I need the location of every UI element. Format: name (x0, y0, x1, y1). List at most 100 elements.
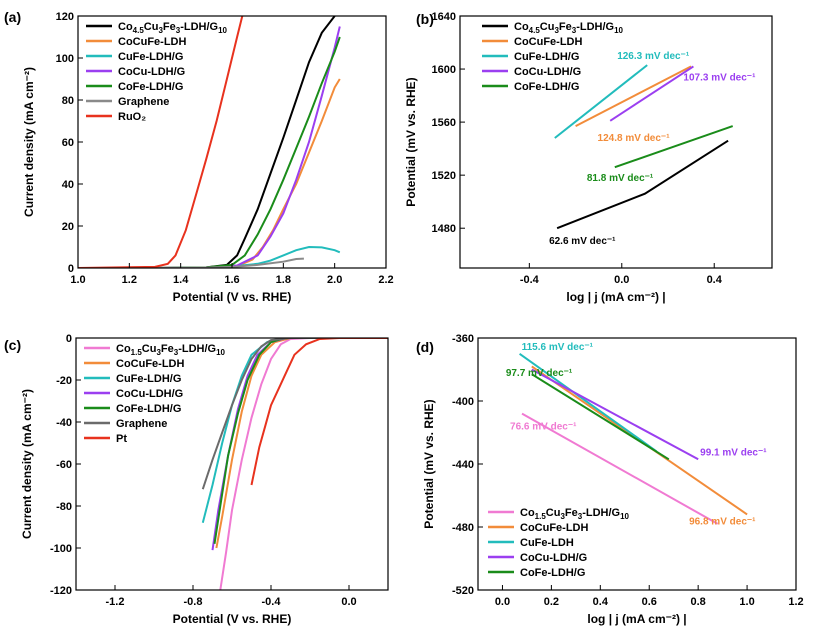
series-line-4 (614, 125, 734, 169)
series-line-6 (78, 16, 244, 268)
series-line-2 (554, 64, 648, 139)
y-tick-label: 40 (62, 179, 74, 191)
series-line-0 (556, 139, 729, 230)
series-line-3 (531, 368, 699, 461)
x-tick-label: -0.4 (520, 274, 540, 286)
legend-entry-6: RuO₂ (118, 111, 146, 123)
legend-entry-1: CoCuFe-LDH (118, 36, 186, 48)
x-tick-label: 2.0 (327, 274, 342, 286)
panel-label: (d) (416, 339, 434, 355)
y-tick-label: 100 (56, 53, 74, 65)
legend-entry-4: CoFe-LDH/G (118, 81, 183, 93)
series-line-1 (575, 65, 692, 127)
x-tick-label: -0.8 (184, 596, 203, 608)
legend-entry-4: CoFe-LDH/G (520, 567, 585, 579)
x-tick-label: 0.6 (642, 596, 657, 608)
slope-label-3: 107.3 mV dec⁻¹ (683, 72, 756, 83)
series-line-5 (201, 338, 388, 490)
x-tick-label: 0.2 (544, 596, 559, 608)
y-tick-label: -100 (50, 543, 72, 555)
legend-entry-0: Co4.5Cu3Fe3-LDH/G10 (118, 21, 228, 35)
y-axis-label: Potential (mV vs. RHE) (422, 399, 436, 528)
y-tick-label: -20 (56, 375, 72, 387)
panel-d: (d) 0.0 0.2 0.4 0.6 0.8 1.0 1.2 -360 -400 -440 -480… (416, 333, 804, 626)
slope-label-2: 115.6 mV dec⁻¹ (522, 342, 594, 353)
legend-entry-2: CuFe-LDH/G (514, 51, 579, 63)
x-tick-label: 0.4 (593, 596, 609, 608)
series-line-0 (219, 338, 388, 590)
x-axis-label: log | j (mA cm⁻²) | (566, 290, 665, 304)
legend-entry-3: CoCu-LDH/G (116, 388, 183, 400)
panel-label: (a) (4, 9, 21, 25)
x-tick-label: -1.2 (106, 596, 125, 608)
series-line-3 (211, 338, 388, 551)
x-tick-label: 0.0 (341, 596, 356, 608)
y-tick-label: -480 (452, 522, 474, 534)
slope-label-4: 97.7 mV dec⁻¹ (506, 368, 573, 379)
y-tick-label: 0 (66, 333, 72, 345)
y-tick-label: -120 (50, 585, 72, 597)
slope-label-2: 126.3 mV dec⁻¹ (617, 51, 690, 62)
y-tick-label: 1640 (432, 11, 456, 23)
y-tick-label: -440 (452, 459, 474, 471)
panel-b: (b) -0.4 0.0 0.4 1480 1520 1560 1600 1640 log | j… (404, 11, 773, 304)
legend-entry-4: CoFe-LDH/G (514, 81, 579, 93)
x-tick-label: 1.0 (739, 596, 754, 608)
x-tick-label: 1.0 (70, 274, 85, 286)
panel-a: (a) 1.0 1.2 1.4 1.6 1.8 2.0 2.2 0 20 40 60 80 100 120 P… (4, 9, 394, 304)
legend-entry-2: CuFe-LDH/G (116, 373, 181, 385)
y-tick-label: -400 (452, 396, 474, 408)
slope-label-1: 96.8 mV dec⁻¹ (689, 516, 756, 527)
slope-label-4: 81.8 mV dec⁻¹ (587, 173, 654, 184)
x-tick-label: 1.4 (173, 274, 189, 286)
series-line-2 (519, 352, 658, 453)
x-axis-label: log | j (mA cm⁻²) | (587, 612, 686, 626)
x-tick-label: 1.8 (276, 274, 291, 286)
legend-entry-5: Graphene (116, 418, 167, 430)
legend-entry-5: Graphene (118, 96, 169, 108)
y-tick-label: 1520 (432, 170, 456, 182)
legend-entry-0: Co4.5Cu3Fe3-LDH/G10 (514, 21, 624, 35)
y-tick-label: -40 (56, 417, 72, 429)
series-line-3 (609, 65, 694, 122)
series-line-4 (531, 373, 670, 461)
y-axis-label: Potential (mV vs. RHE) (404, 77, 418, 206)
x-axis-label: Potential (V vs. RHE) (173, 290, 292, 304)
series-line-4 (213, 338, 388, 544)
axes-frame (459, 15, 773, 269)
y-tick-label: 60 (62, 137, 74, 149)
panel-label: (b) (416, 11, 434, 27)
slope-label-3: 99.1 mV dec⁻¹ (700, 447, 767, 458)
legend-entry-1: CoCuFe-LDH (514, 36, 582, 48)
legend-entry-1: CoCuFe-LDH (520, 522, 588, 534)
y-tick-label: 1600 (432, 64, 456, 76)
x-tick-label: 0.0 (614, 274, 629, 286)
y-tick-label: 20 (62, 221, 74, 233)
legend-entry-4: CoFe-LDH/G (116, 403, 181, 415)
series-line-2 (201, 338, 388, 524)
panel-c: (c) -1.2 -0.8 -0.4 0.0 0 -20 -40 -60 -80 -100 -120 P… (4, 333, 389, 626)
legend-entry-3: CoCu-LDH/G (118, 66, 185, 78)
x-tick-label: 2.2 (378, 274, 393, 286)
legend-entry-1: CoCuFe-LDH (116, 358, 184, 370)
legend-entry-2: CuFe-LDH (520, 537, 574, 549)
x-tick-label: 1.6 (224, 274, 239, 286)
y-tick-label: 1560 (432, 117, 456, 129)
y-tick-label: -360 (452, 333, 474, 345)
slope-label-0: 76.6 mV dec⁻¹ (510, 422, 577, 433)
y-tick-label: -60 (56, 459, 72, 471)
x-tick-label: 1.2 (122, 274, 137, 286)
legend-entry-2: CuFe-LDH/G (118, 51, 183, 63)
x-axis-label: Potential (V vs. RHE) (173, 612, 292, 626)
x-tick-label: 1.2 (788, 596, 803, 608)
legend-entry-6: Pt (116, 433, 127, 445)
series-line-0 (521, 412, 719, 525)
y-tick-label: 80 (62, 95, 74, 107)
series-line-1 (215, 338, 388, 549)
y-tick-label: -520 (452, 585, 474, 597)
x-tick-label: -0.4 (262, 596, 282, 608)
